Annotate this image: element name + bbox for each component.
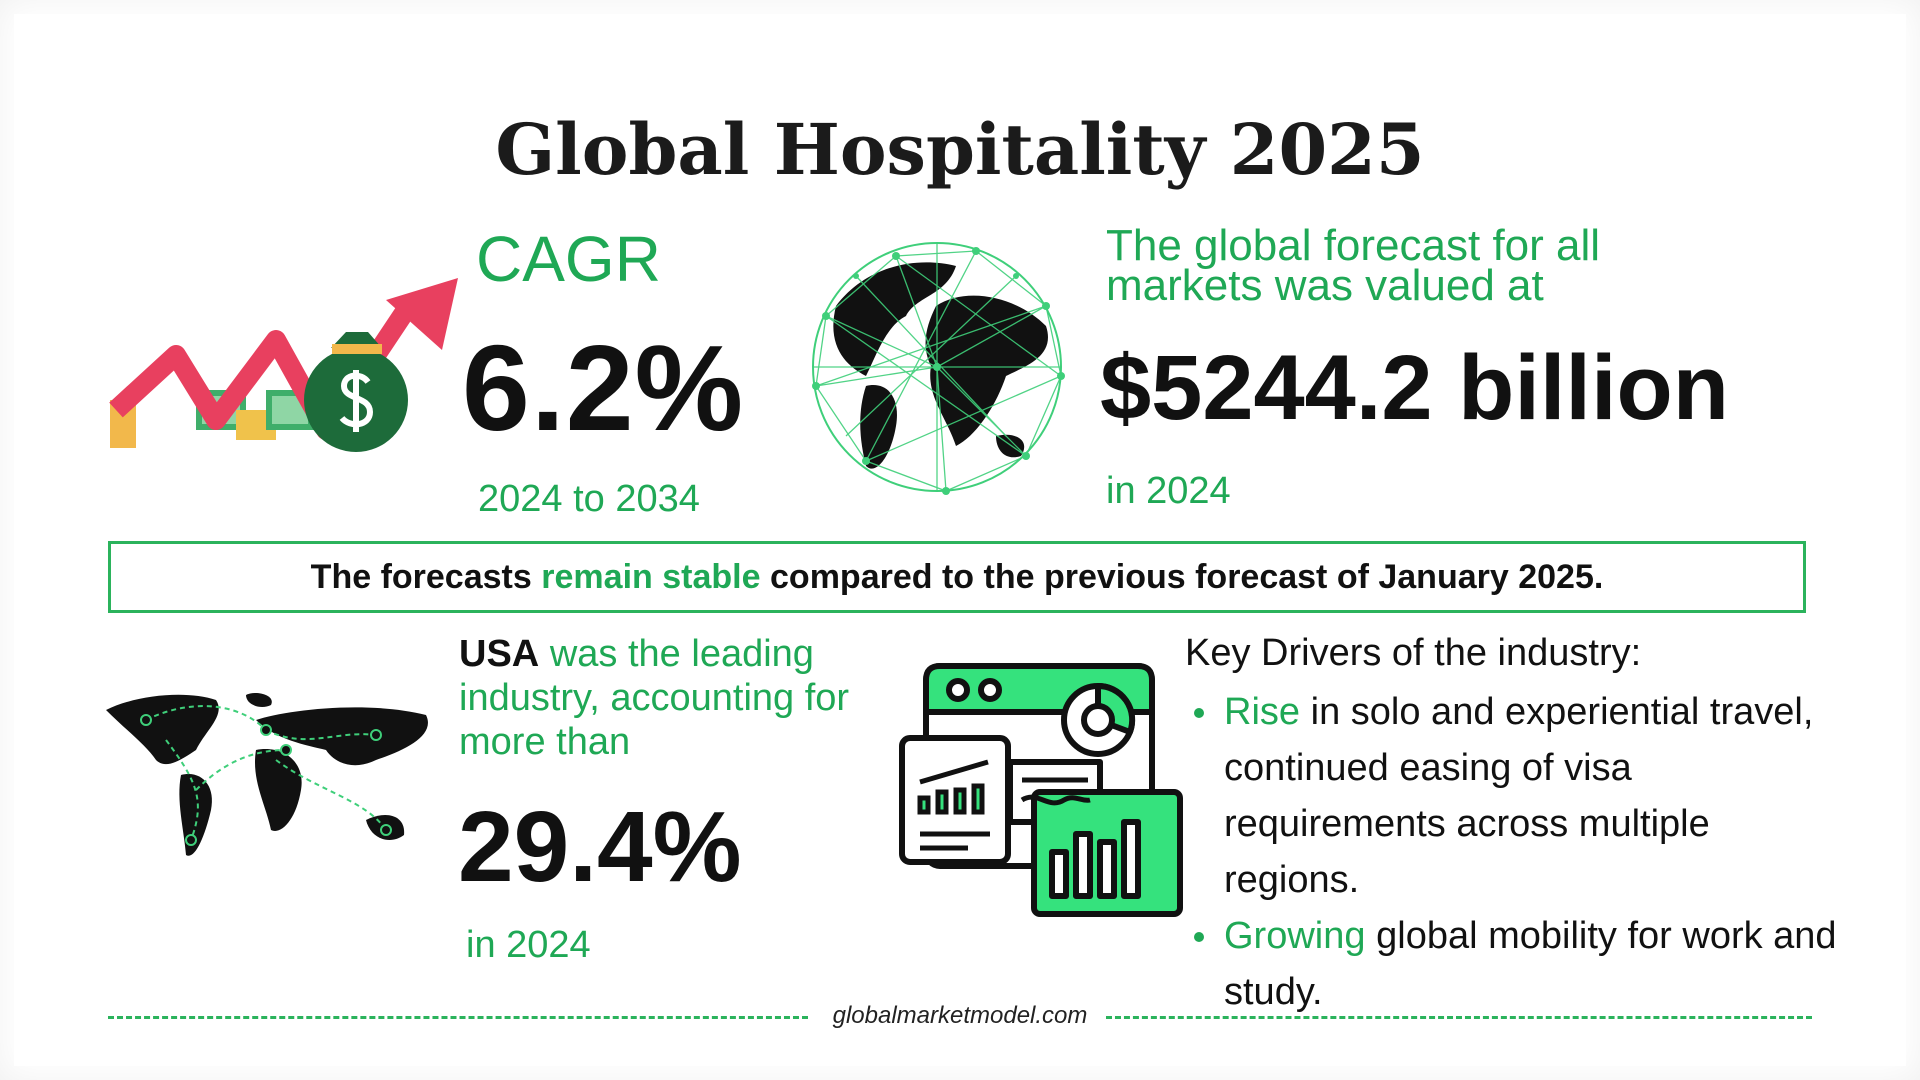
card bbox=[14, 14, 1906, 1066]
cagr-value: 6.2% bbox=[462, 320, 745, 456]
forecast-year: in 2024 bbox=[1106, 470, 1231, 512]
cagr-period: 2024 to 2034 bbox=[478, 478, 700, 520]
usa-year: in 2024 bbox=[466, 924, 591, 966]
driver-item: Rise in solo and experiential travel, con… bbox=[1190, 684, 1850, 908]
banner-text: compared to the previous forecast of Jan… bbox=[770, 557, 1604, 596]
usa-text: USA was the leading industry, accounting … bbox=[459, 632, 899, 764]
drivers-heading: Key Drivers of the industry: bbox=[1185, 632, 1642, 674]
dashboard-icon bbox=[899, 663, 1183, 917]
globe-icon bbox=[812, 242, 1065, 495]
driver-highlight: Growing bbox=[1224, 915, 1366, 957]
usa-description: was the leading industry, accounting for… bbox=[459, 633, 850, 763]
usa-country: USA bbox=[459, 633, 540, 675]
title: Global Hospitality 2025 bbox=[495, 108, 1425, 191]
drivers-list: Rise in solo and experiential travel, con… bbox=[1190, 684, 1850, 1020]
driver-highlight: Rise bbox=[1224, 691, 1301, 733]
driver-text: global mobility for work and study. bbox=[1224, 915, 1837, 1013]
growth-icon bbox=[109, 278, 458, 452]
world-map-icon bbox=[106, 693, 428, 856]
footer-divider bbox=[1106, 1016, 1812, 1019]
banner-text: The forecasts bbox=[310, 557, 532, 596]
footer-divider bbox=[108, 1016, 808, 1019]
usa-value: 29.4% bbox=[458, 791, 742, 903]
footer: globalmarketmodel.com bbox=[832, 1002, 1088, 1029]
forecast-intro: The global forecast for all markets was … bbox=[1106, 221, 1601, 310]
cagr-label: CAGR bbox=[476, 223, 661, 295]
driver-text: in solo and experiential travel, continu… bbox=[1224, 691, 1814, 901]
banner-highlight: remain stable bbox=[541, 557, 761, 596]
forecast-value: $5244.2 billion bbox=[1100, 337, 1729, 439]
driver-item: Growing global mobility for work and stud… bbox=[1190, 908, 1850, 1020]
banner: The forecasts remain stable compared to … bbox=[108, 541, 1806, 613]
